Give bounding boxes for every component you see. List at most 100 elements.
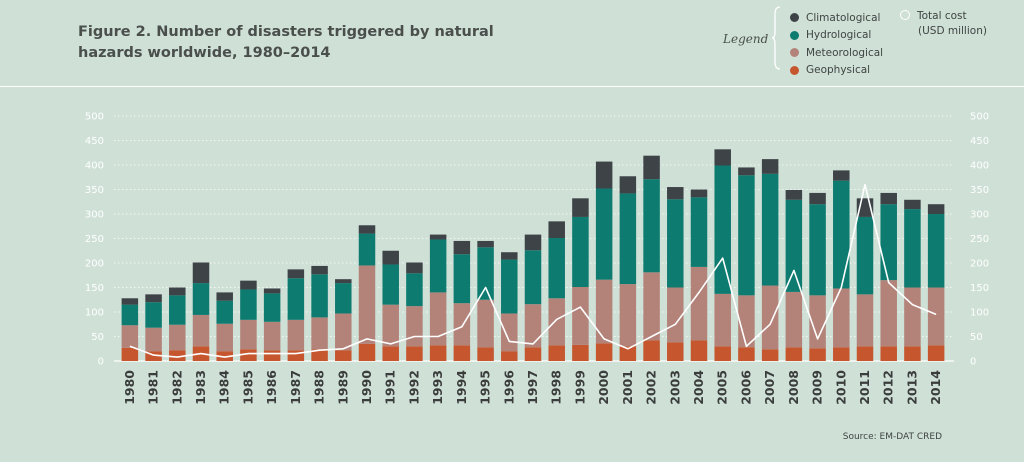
bar-segment-hydrological [477,247,494,300]
x-tick-label: 2008 [786,370,801,405]
header-divider [0,86,1024,87]
x-tick-label: 2009 [810,370,825,405]
bar-segment-hydrological [619,193,637,285]
bar-segment-climatological [335,279,352,284]
bar-segment-hydrological [761,173,779,286]
x-tick-label: 1980 [122,370,137,405]
legend-item-total-cost: Total cost (USD million) [900,9,987,39]
x-tick-label: 1998 [549,370,564,405]
bar-segment-geophysical [548,345,565,361]
bar-segment-meteorological [619,284,637,347]
bar-segment-climatological [880,192,897,205]
x-tick-label: 1991 [383,370,398,405]
bar-segment-meteorological [311,317,328,350]
x-tick-label: 1989 [335,370,350,405]
x-tick-label: 2003 [667,370,682,405]
bar-segment-meteorological [501,313,518,352]
legend-swatch [790,30,799,40]
bar-segment-climatological [358,225,376,234]
bar-segment-climatological [667,187,684,200]
x-tick-label: 2010 [833,370,848,405]
x-tick-label: 1990 [359,370,374,405]
bar-segment-meteorological [714,293,731,347]
x-tick-label: 1993 [430,370,445,405]
x-tick-label: 1996 [501,370,516,405]
bar-segment-geophysical [263,350,281,361]
bar-segment-hydrological [856,216,874,295]
bar-segment-meteorological [429,292,447,346]
legend-item-hydrological: Hydrological [790,27,883,45]
legend-swatch [790,65,799,75]
bar-segment-geophysical [216,351,233,361]
bar-segment-climatological [595,161,613,189]
bar-segment-hydrological [145,302,162,328]
x-tick-label: 2012 [881,370,896,405]
bar-segment-meteorological [287,319,305,351]
bar-segment-geophysical [833,347,850,361]
legend-label: Meteorological [806,46,884,59]
bar-segment-geophysical [809,348,826,361]
bar-segment-geophysical [738,347,755,361]
bar-segment-hydrological [833,180,850,289]
y-tick-label: 300 [85,210,104,221]
bar-segment-climatological [761,159,779,174]
legend-swatch [790,13,799,23]
bar-segment-climatological [927,204,945,214]
bar-segment-meteorological [548,298,565,346]
bar-segment-climatological [263,288,281,294]
bar-segment-hydrological [311,274,328,318]
legend-list: Climatological Hydrological Meteorological… [790,9,883,79]
bar-segment-geophysical [335,350,352,361]
y2-tick-label: 350 [970,185,989,196]
bar-segment-hydrological [690,197,708,267]
bar-segment-meteorological [382,304,399,347]
x-tick-label: 1999 [572,370,587,405]
bar-segment-meteorological [880,280,897,347]
bar-segment-meteorological [856,294,874,347]
bar-segment-meteorological [263,321,281,351]
x-tick-label: 1988 [312,370,327,405]
bar-segment-hydrological [335,283,352,314]
bar-segment-climatological [145,294,162,303]
y-tick-label: 150 [85,283,104,294]
bar-segment-hydrological [287,278,305,320]
bar-segment-geophysical [856,346,874,361]
bar-segment-geophysical [714,346,731,361]
bar-segment-climatological [287,269,305,279]
y2-tick-label: 450 [970,136,989,147]
bar-segment-hydrological [714,165,731,294]
bar-segment-meteorological [240,319,257,350]
bar-segment-hydrological [904,209,921,288]
x-tick-label: 2014 [928,370,943,405]
y-tick-label: 200 [85,259,104,270]
bar-segment-climatological [382,250,399,265]
x-tick-label: 1982 [169,370,184,405]
bar-segment-geophysical [382,346,399,361]
bar-segment-meteorological [690,266,708,341]
bar-segment-hydrological [169,295,186,325]
x-tick-label: 2007 [762,370,777,405]
y-tick-label: 400 [85,161,104,172]
bar-segment-geophysical [145,351,162,361]
bar-segment-climatological [477,240,494,248]
bar-segment-hydrological [358,233,376,266]
bar-segment-meteorological [761,285,779,350]
y2-tick-label: 50 [970,332,983,343]
bar-segment-hydrological [192,283,210,315]
bar-segment-geophysical [643,340,660,361]
total-cost-label: Total cost [917,10,967,22]
bar-segment-geophysical [524,347,542,361]
bar-segment-climatological [192,262,210,284]
bar-segment-hydrological [738,175,755,296]
y-tick-label: 500 [85,112,104,123]
y-tick-label: 350 [85,185,104,196]
x-tick-label: 2001 [620,370,635,405]
bar-segment-meteorological [785,291,803,348]
x-tick-label: 2000 [596,370,611,405]
x-tick-label: 1992 [406,370,421,405]
y-tick-label: 0 [98,357,104,368]
y2-tick-label: 400 [970,161,989,172]
x-tick-label: 1994 [454,370,469,405]
bar-segment-meteorological [904,287,921,347]
bar-segment-meteorological [121,325,139,348]
